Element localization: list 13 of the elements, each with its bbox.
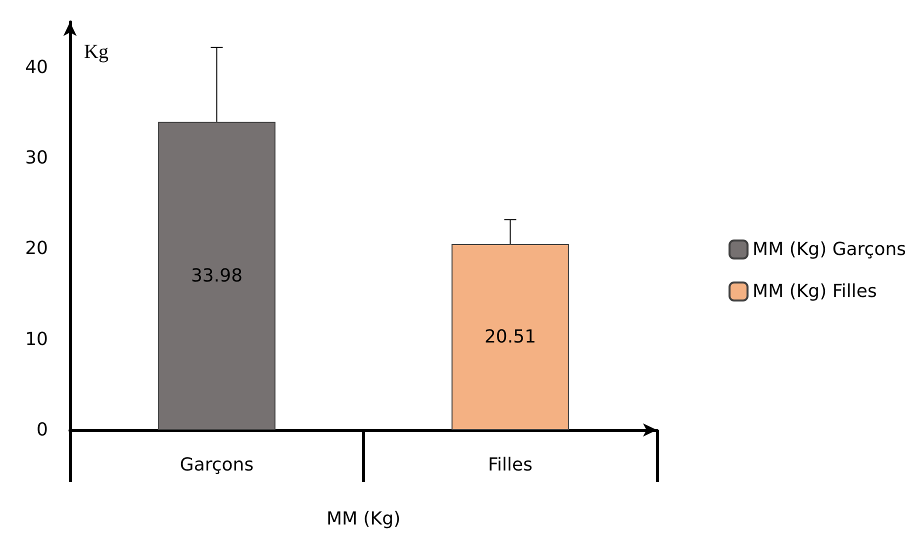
y-tick-label: 40: [25, 56, 48, 78]
y-axis-title: Kg: [84, 41, 108, 63]
legend-label: MM (Kg) Filles: [752, 281, 877, 302]
x-tick-label: Garçons: [180, 454, 254, 476]
data-label: 20.51: [484, 326, 536, 348]
legend-label: MM (Kg) Garçons: [752, 239, 906, 260]
y-tick-label: 20: [25, 238, 48, 260]
y-tick-label: 10: [25, 328, 48, 350]
x-tick-label: Filles: [488, 454, 532, 476]
data-label: 33.98: [190, 265, 243, 286]
y-tick-label: 30: [25, 148, 48, 168]
y-tick-label: 0: [36, 420, 48, 440]
x-axis-title: MM (Kg): [326, 508, 401, 530]
